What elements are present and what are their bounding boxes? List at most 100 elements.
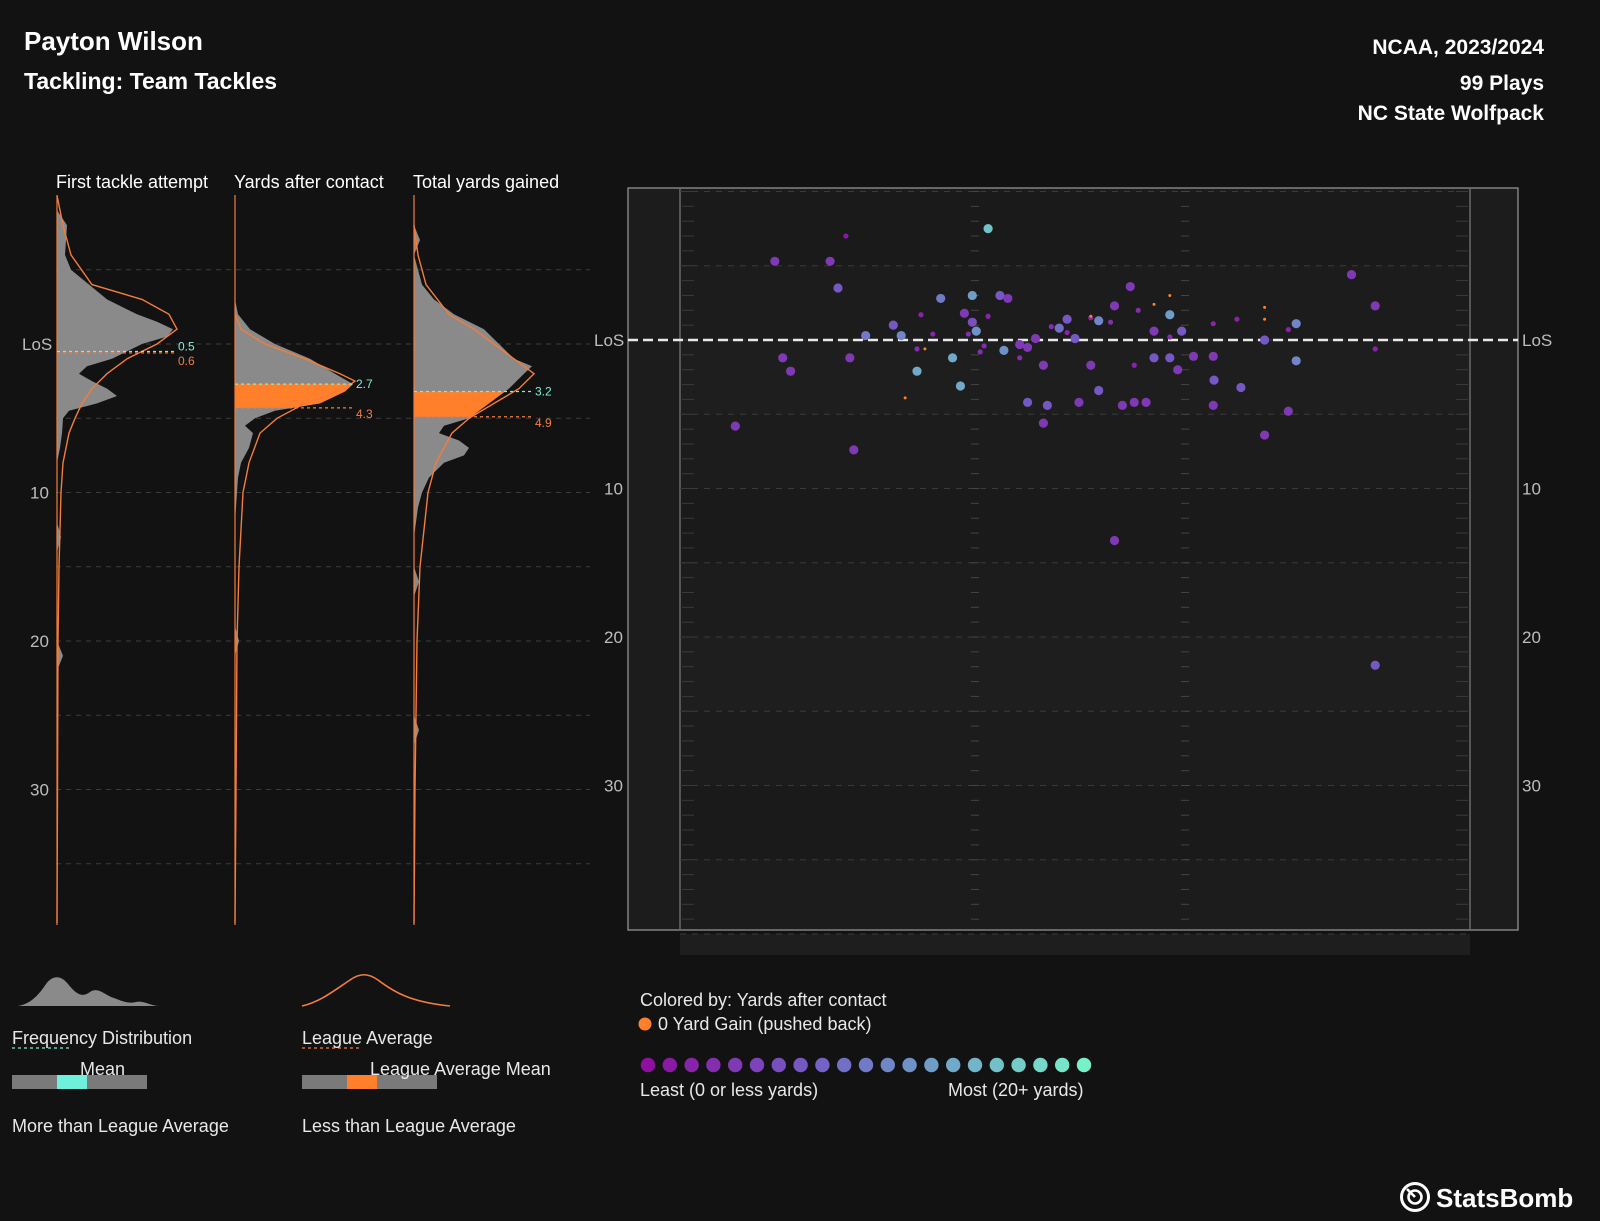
tackle-point: [1370, 301, 1380, 311]
tackle-point: [1107, 319, 1114, 325]
tackle-point: [967, 317, 977, 327]
tackle-point: [1149, 326, 1159, 336]
colored-by-label: Colored by: Yards after contact: [640, 990, 887, 1010]
color-scale-dot: [793, 1057, 808, 1073]
scatter-y-tick-right: 20: [1522, 628, 1541, 647]
color-scale-dots: [640, 1057, 1092, 1073]
tackle-point: [786, 366, 796, 376]
density-y-tick-label: 30: [30, 781, 49, 800]
frequency-distribution-swatch: [18, 977, 160, 1006]
league-mean-value-label: 4.9: [535, 416, 552, 430]
league-average-curve: [413, 225, 536, 924]
scatter-y-tick-left: 20: [604, 628, 623, 647]
tackle-point: [1117, 400, 1127, 410]
density-panel: First tackle attempt 0.50.6: [56, 172, 208, 925]
tackle-point: [965, 331, 971, 337]
tackle-point: [1086, 360, 1096, 370]
tackle-point: [1109, 535, 1120, 546]
tackle-point: [1234, 316, 1240, 322]
tackle-point: [1283, 406, 1293, 416]
tackle-point: [1209, 375, 1219, 385]
frequency-distribution-area: [235, 299, 353, 924]
density-panel-title: Yards after contact: [234, 172, 384, 192]
color-scale-dot: [640, 1057, 656, 1073]
player-name: Payton Wilson: [24, 26, 203, 56]
tackle-point: [1038, 360, 1048, 370]
tackle-point: [967, 290, 977, 301]
tackle-point: [947, 353, 958, 363]
tackle-point: [1017, 355, 1023, 361]
tackle-point: [1030, 333, 1041, 344]
scatter-y-tick-right: 30: [1522, 777, 1541, 796]
tackle-point: [1129, 397, 1139, 407]
league-average-label: League Average: [302, 1028, 433, 1048]
field-stripe: [680, 191, 1470, 266]
density-grid: [56, 269, 590, 865]
density-panel: Total yards gained 3.2 4.9: [413, 172, 559, 925]
density-panel-group: First tackle attempt 0.50.6 Yards after co…: [56, 172, 559, 925]
plays-count: 99 Plays: [1459, 72, 1544, 95]
tackle-point: [1023, 342, 1033, 353]
tackle-point: [995, 290, 1005, 301]
color-scale-dot: [989, 1057, 1004, 1073]
tackle-point: [930, 331, 936, 337]
tackle-point: [770, 256, 780, 266]
league-average-swatch: [301, 973, 451, 1007]
density-y-ticks: LoS 10 20 30: [22, 335, 52, 800]
statsbomb-logo-icon: [1400, 1182, 1430, 1212]
tackle-point: [849, 445, 859, 455]
pushed-back-point: [1168, 293, 1172, 297]
tackle-point: [896, 330, 906, 341]
color-scale-dot: [706, 1057, 721, 1073]
frequency-distribution-label: Frequency Distribution: [12, 1028, 193, 1048]
tackle-point: [1210, 321, 1216, 327]
color-scale-dot: [924, 1057, 939, 1073]
tackle-point: [1125, 281, 1135, 292]
color-scale-dot: [880, 1057, 895, 1073]
tackle-point: [778, 353, 788, 363]
density-y-tick-label: LoS: [22, 335, 52, 354]
tackle-point: [1177, 326, 1187, 336]
tackle-point: [1064, 329, 1070, 336]
scatter-y-tick-left: 10: [604, 480, 623, 499]
tackle-point: [888, 320, 898, 330]
tackle-point: [1188, 351, 1199, 361]
color-scale-dot: [837, 1057, 852, 1073]
pushed-back-point: [903, 396, 907, 400]
tackle-point: [1135, 307, 1141, 313]
tackle-point: [1003, 293, 1013, 304]
tackle-point: [1370, 660, 1380, 670]
color-scale-dot: [946, 1057, 961, 1073]
color-scale-dot: [902, 1057, 917, 1073]
tackle-point: [936, 293, 946, 304]
tackle-point: [983, 224, 993, 234]
league-average-curve: [234, 314, 357, 924]
tackle-point: [1042, 400, 1052, 410]
tackle-point: [1141, 397, 1151, 407]
color-scale-dot: [684, 1057, 699, 1073]
legend-graphics: [12, 973, 451, 1089]
season-label: NCAA, 2023/2024: [1372, 36, 1544, 59]
mean-label: Mean: [80, 1059, 126, 1079]
tackle-point: [1094, 385, 1104, 396]
pushed-back-point: [1152, 302, 1156, 306]
field-stripe: [680, 934, 1470, 955]
scatter-y-ticks: LoS LoS 10 10 20 20 30 30: [594, 331, 1552, 796]
tackle-point: [1285, 327, 1291, 333]
scatter-points: [730, 224, 1380, 670]
color-scale-dot: [967, 1057, 983, 1073]
more-than-label: More than League Average: [12, 1116, 229, 1136]
most-label: Most (20+ yards): [948, 1080, 1084, 1100]
color-scale-dot: [1033, 1057, 1048, 1073]
league-mean-value-label: 0.6: [178, 354, 195, 368]
mean-value-label: 0.5: [178, 339, 195, 353]
scatter-frame: [627, 187, 1519, 955]
color-scale-dot: [1011, 1057, 1026, 1073]
mean-value-label: 3.2: [535, 385, 552, 399]
tackle-point: [1208, 351, 1218, 361]
tackle-point: [1023, 397, 1033, 407]
tackle-point: [1074, 397, 1084, 407]
tackle-point: [971, 326, 981, 336]
less-than-label: Less than League Average: [302, 1116, 516, 1136]
tackle-point: [825, 256, 835, 266]
